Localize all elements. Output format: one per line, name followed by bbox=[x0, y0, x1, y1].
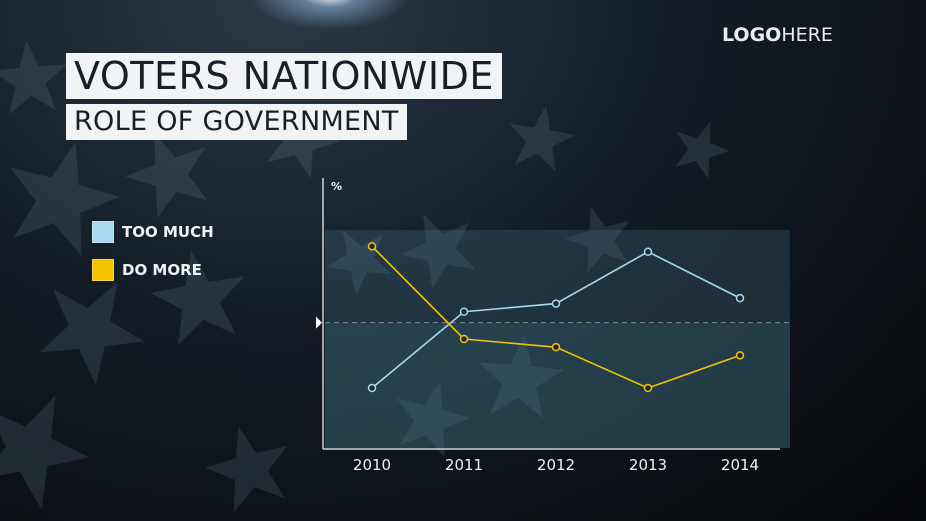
legend-label-too-much: TOO MUCH bbox=[122, 223, 214, 241]
x-tick-label: 2012 bbox=[537, 456, 575, 474]
data-point-too-much bbox=[367, 383, 377, 393]
legend-item-too-much: TOO MUCH bbox=[92, 221, 214, 243]
logo-bold: LOGO bbox=[722, 24, 782, 46]
legend-item-do-more: DO MORE bbox=[92, 259, 202, 281]
logo: LOGOHERE bbox=[722, 24, 833, 46]
x-tick-label: 2013 bbox=[629, 456, 667, 474]
x-tick-label: 2014 bbox=[721, 456, 759, 474]
data-point-do-more bbox=[643, 383, 653, 393]
legend-swatch-do-more bbox=[92, 259, 114, 281]
data-point-do-more bbox=[459, 334, 469, 344]
y-axis-label: % bbox=[331, 180, 342, 193]
legend-label-do-more: DO MORE bbox=[122, 261, 202, 279]
x-tick-label: 2010 bbox=[353, 456, 391, 474]
x-tick-label: 2011 bbox=[445, 456, 483, 474]
legend-swatch-too-much bbox=[92, 221, 114, 243]
data-point-do-more bbox=[735, 351, 745, 360]
data-point-do-more bbox=[551, 342, 561, 352]
logo-light: HERE bbox=[781, 24, 833, 46]
data-point-too-much bbox=[459, 307, 469, 316]
reference-marker-icon bbox=[316, 316, 322, 329]
plot-area bbox=[325, 230, 790, 448]
page-title: VOTERS NATIONWIDE bbox=[66, 53, 502, 99]
data-point-do-more bbox=[367, 242, 377, 251]
page-subtitle: ROLE OF GOVERNMENT bbox=[66, 104, 407, 140]
plot-lower-band bbox=[325, 322, 790, 448]
data-point-too-much bbox=[643, 247, 653, 257]
data-point-too-much bbox=[735, 293, 745, 303]
data-point-too-much bbox=[551, 299, 561, 308]
